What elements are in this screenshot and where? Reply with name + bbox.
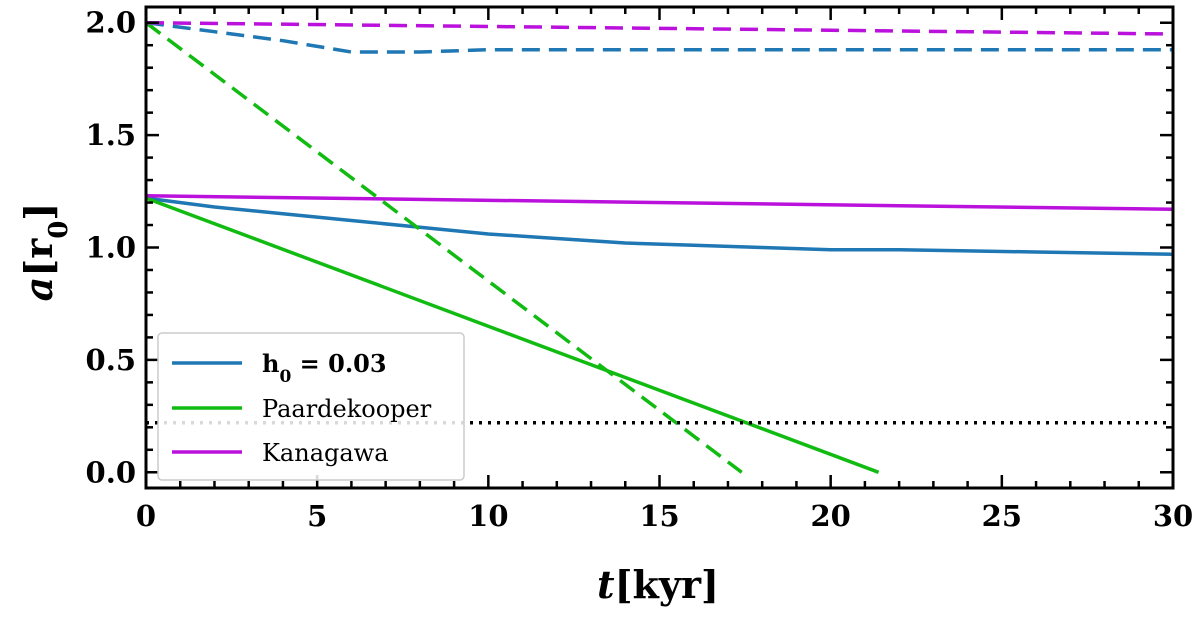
y-axis-label-unit-sub: 0 (44, 221, 74, 239)
series-line-0 (145, 196, 1174, 256)
x-tick-label: 5 (307, 499, 327, 533)
x-axis-label-var: t (597, 562, 615, 607)
series-line-5 (145, 20, 1174, 36)
x-tick-label: 0 (136, 499, 156, 533)
legend-label-h0: h0 = 0.03 (262, 349, 387, 387)
x-tick-label: 30 (1153, 499, 1193, 533)
y-axis-label-var: a (16, 277, 61, 302)
y-axis-label-unit-close: ] (16, 203, 61, 221)
series-line-3 (145, 20, 1173, 54)
y-tick-label: 0.0 (86, 455, 136, 489)
y-axis-label: a[r0] (16, 203, 74, 302)
y-axis-label-unit-open: [r (16, 238, 61, 277)
tick-labels: 0 5 10 15 20 25 30 0.0 0.5 1.0 1.5 2.0 (86, 6, 1194, 533)
x-tick-label: 15 (639, 499, 679, 533)
series-line-1 (145, 196, 880, 474)
legend-label-h0-sub: 0 (279, 367, 291, 387)
y-tick-label: 1.5 (86, 118, 136, 152)
y-tick-label: 1.0 (86, 231, 136, 265)
x-axis-label: t[kyr] (597, 562, 719, 607)
y-tick-label: 2.0 (86, 6, 136, 40)
y-tick-label: 0.5 (86, 343, 136, 377)
x-tick-label: 10 (468, 499, 508, 533)
x-tick-label: 20 (810, 499, 850, 533)
legend-label-h0-h: h (262, 349, 279, 378)
x-axis-label-unit: [kyr] (615, 562, 719, 607)
legend-label-paardekooper: Paardekooper (262, 395, 432, 423)
series-line-2 (145, 194, 1174, 212)
x-tick-label: 25 (982, 499, 1022, 533)
legend: h0 = 0.03 Paardekooper Kanagawa (157, 332, 465, 481)
ticks (144, 7, 1175, 488)
legend-label-kanagawa: Kanagawa (262, 439, 389, 467)
legend-box (157, 332, 465, 481)
series-line-4 (144, 21, 743, 474)
legend-label-h0-rest: = 0.03 (291, 349, 386, 378)
